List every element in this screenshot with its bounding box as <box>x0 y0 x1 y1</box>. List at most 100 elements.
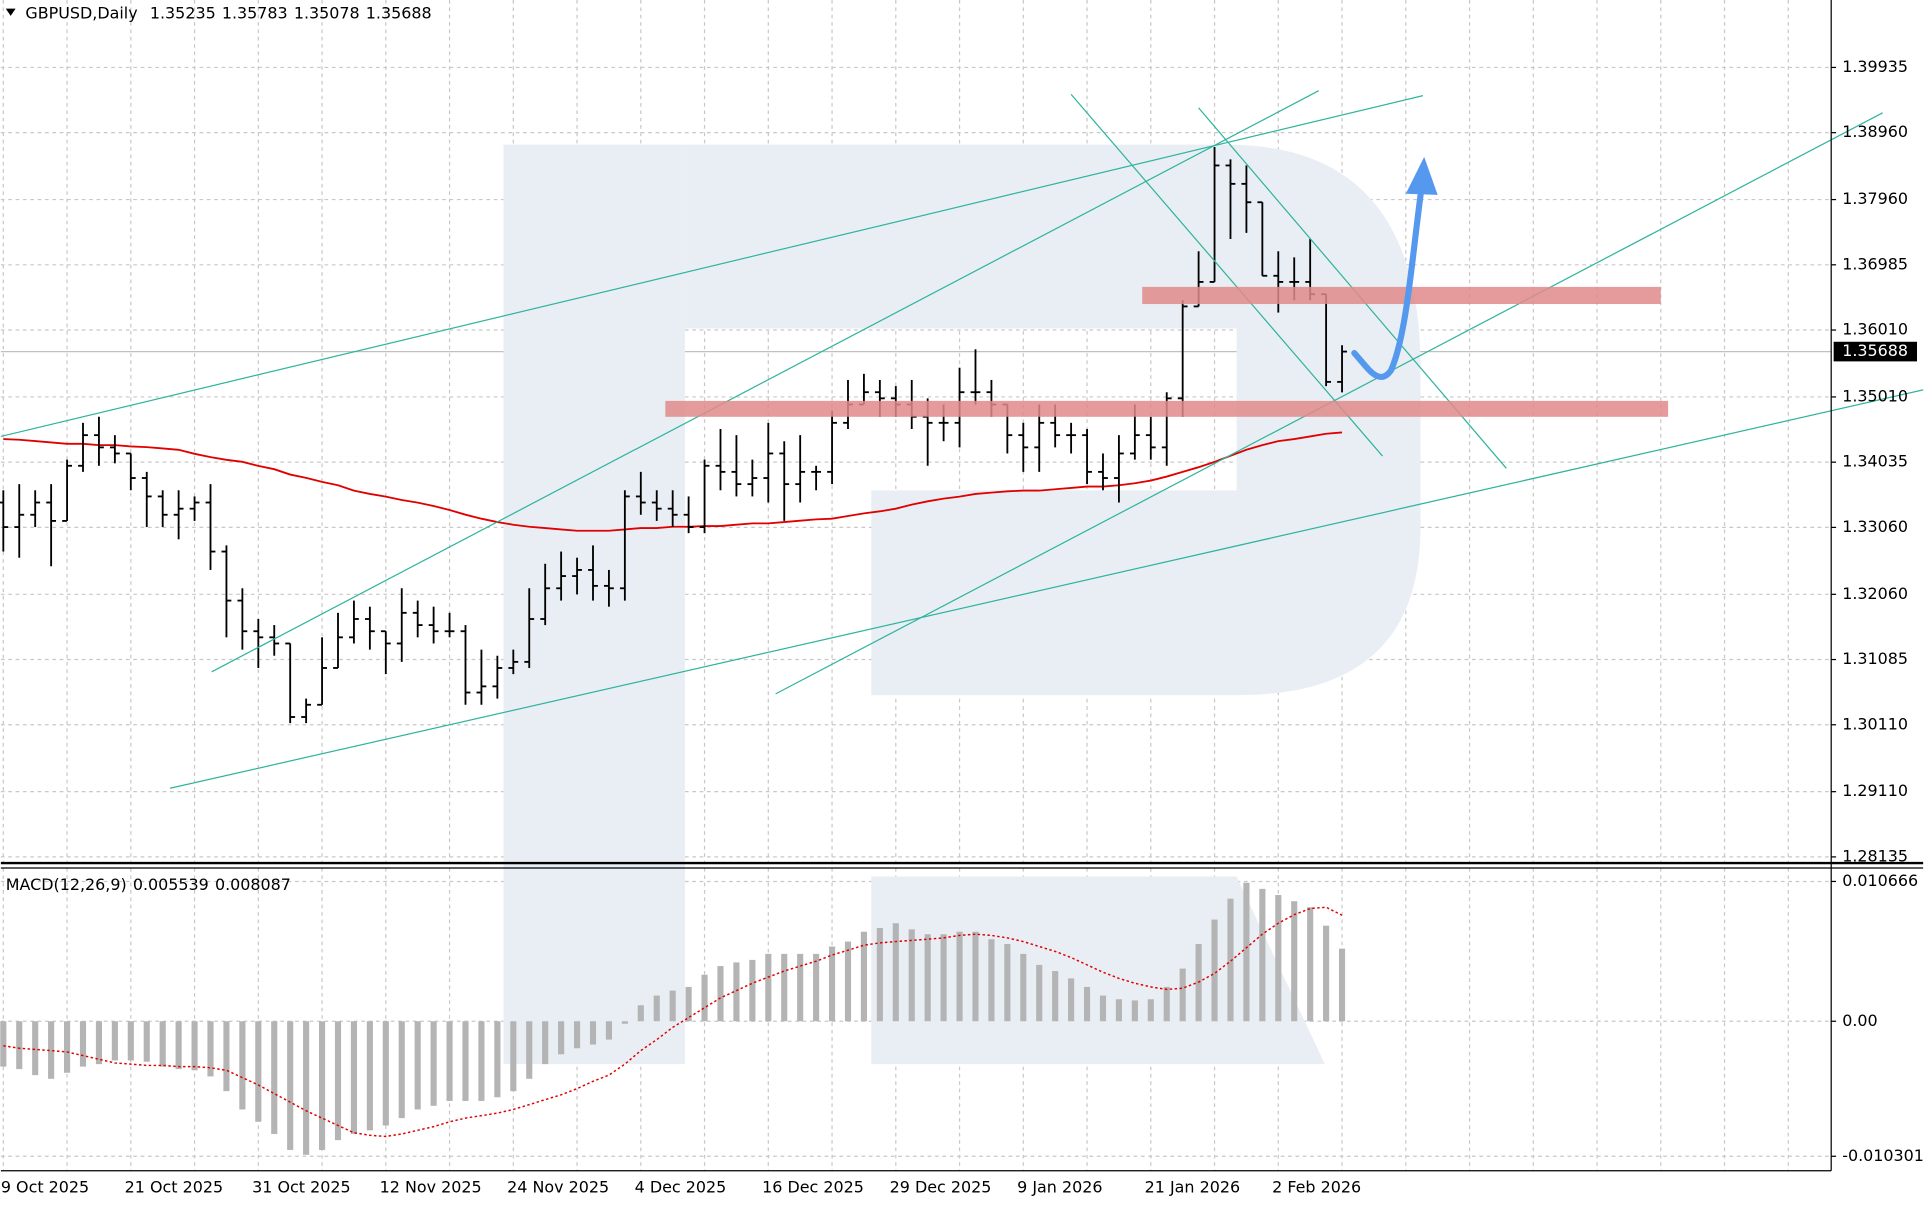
macd-bar <box>956 931 963 1022</box>
macd-bar <box>1020 953 1027 1022</box>
macd-bar <box>908 929 915 1022</box>
forecast-arrow <box>1351 183 1425 380</box>
macd-bar <box>892 923 899 1022</box>
macd-bar <box>318 1021 326 1150</box>
macd-bar <box>207 1021 214 1077</box>
macd-bar <box>924 934 931 1022</box>
macd-bar <box>1179 968 1186 1022</box>
macd-bar <box>111 1021 118 1061</box>
macd-bar <box>653 995 660 1022</box>
macd-bar <box>127 1021 134 1061</box>
macd-bar <box>1323 925 1330 1022</box>
macd-bar <box>287 1021 294 1150</box>
y-tick-label: 1.30110 <box>1842 714 1908 733</box>
macd-bar <box>749 959 756 1022</box>
marks <box>0 147 1347 1155</box>
x-tick-label: 24 Nov 2025 <box>507 1177 609 1196</box>
macd-bar <box>1068 978 1075 1022</box>
macd-bar <box>765 953 772 1022</box>
last-price-box <box>1833 341 1918 362</box>
macd-bar <box>414 1021 421 1110</box>
y-tick-label: 0.00 <box>1842 1011 1877 1030</box>
x-tick-label: 29 Dec 2025 <box>890 1177 992 1196</box>
macd-bar <box>1227 898 1234 1022</box>
y-tick-label: 1.28135 <box>1842 846 1908 865</box>
macd-bar <box>1036 964 1043 1022</box>
menu-triangle <box>5 8 16 16</box>
macd-bar <box>1259 888 1266 1022</box>
last-open: 1.35235 <box>150 3 216 22</box>
x-tick-label: 9 Jan 2026 <box>1017 1177 1102 1196</box>
macd-bar <box>1052 971 1059 1022</box>
trend-line <box>211 90 1320 673</box>
y-tick-label: 1.33060 <box>1842 517 1908 536</box>
resistance-zone <box>1142 286 1661 305</box>
y-tick-label: 1.32060 <box>1842 584 1908 603</box>
macd-bar <box>1211 919 1218 1022</box>
macd-bar <box>781 953 788 1022</box>
macd-bar <box>844 941 852 1022</box>
macd-bar <box>143 1021 150 1062</box>
macd-bar <box>16 1021 23 1070</box>
x-tick-label: 16 Dec 2025 <box>762 1177 864 1196</box>
symbol: GBPUSD,Daily <box>25 3 137 22</box>
x-tick-label: 2 Feb 2026 <box>1272 1177 1361 1196</box>
macd-bar <box>462 1021 469 1101</box>
macd-bar <box>366 1021 373 1131</box>
macd-bar <box>48 1021 55 1079</box>
trend-line <box>169 389 1924 789</box>
macd-bar <box>573 1021 581 1049</box>
symbol-header: GBPUSD,Daily 1.35235 1.35783 1.35078 1.35688 <box>25 3 431 22</box>
macd-bar <box>860 931 867 1022</box>
header: GBPUSD,Daily 1.35235 1.35783 1.35078 1.35688… <box>5 3 432 894</box>
macd-bar <box>350 1021 357 1134</box>
macd-bar <box>510 1021 517 1092</box>
macd-bar <box>255 1021 262 1122</box>
macd-bar <box>382 1021 389 1126</box>
y-tick-label: 1.36010 <box>1842 320 1908 339</box>
y-tick-label: 1.36985 <box>1842 254 1908 273</box>
x-tick-label: 21 Jan 2026 <box>1145 1177 1240 1196</box>
macd-bar <box>828 946 836 1022</box>
macd-bar <box>1163 986 1170 1022</box>
macd-bar <box>175 1021 182 1070</box>
macd-bar <box>988 939 995 1022</box>
macd-bar <box>558 1021 565 1055</box>
indicator-header: MACD(12,26,9) 0.005539 0.008087 <box>6 875 291 894</box>
y-tick-label: 1.35010 <box>1842 386 1908 405</box>
macd-bar <box>494 1021 501 1098</box>
macd-bar <box>1115 999 1122 1022</box>
macd-bar <box>669 990 676 1022</box>
macd-bar <box>701 974 708 1022</box>
macd-bar <box>159 1021 166 1067</box>
macd-bar <box>271 1021 278 1134</box>
support-zone <box>665 400 1669 417</box>
last-close: 1.35688 <box>366 3 432 22</box>
macd-bar <box>446 1021 453 1101</box>
macd-bar <box>605 1021 612 1040</box>
y-tick-label: 1.29110 <box>1842 781 1908 800</box>
trend-line <box>0 95 1424 438</box>
macd-bar <box>430 1021 437 1106</box>
macd-bar <box>79 1021 87 1067</box>
signal-value: 0.008087 <box>215 875 291 894</box>
macd-bar <box>717 966 724 1022</box>
macd-bar <box>1099 995 1107 1022</box>
y-tick-label: 1.37960 <box>1842 189 1908 208</box>
macd-bar <box>542 1021 549 1065</box>
x-tick-label: 21 Oct 2025 <box>125 1177 223 1196</box>
macd-bar <box>972 931 979 1022</box>
last-high: 1.35783 <box>222 3 288 22</box>
trend-line <box>1070 93 1383 457</box>
macd-bar <box>0 1021 7 1067</box>
macd-bar <box>637 1005 644 1022</box>
macd-bar <box>813 953 820 1022</box>
x-tick-label: 4 Dec 2025 <box>635 1177 727 1196</box>
y-tick-label: 1.34035 <box>1842 452 1908 471</box>
indicator-name: MACD(12,26,9) <box>6 875 127 894</box>
watermark-bowl <box>684 144 1421 696</box>
macd-bar <box>797 953 804 1022</box>
macd-bar <box>334 1021 342 1141</box>
macd-bar <box>1275 895 1282 1022</box>
